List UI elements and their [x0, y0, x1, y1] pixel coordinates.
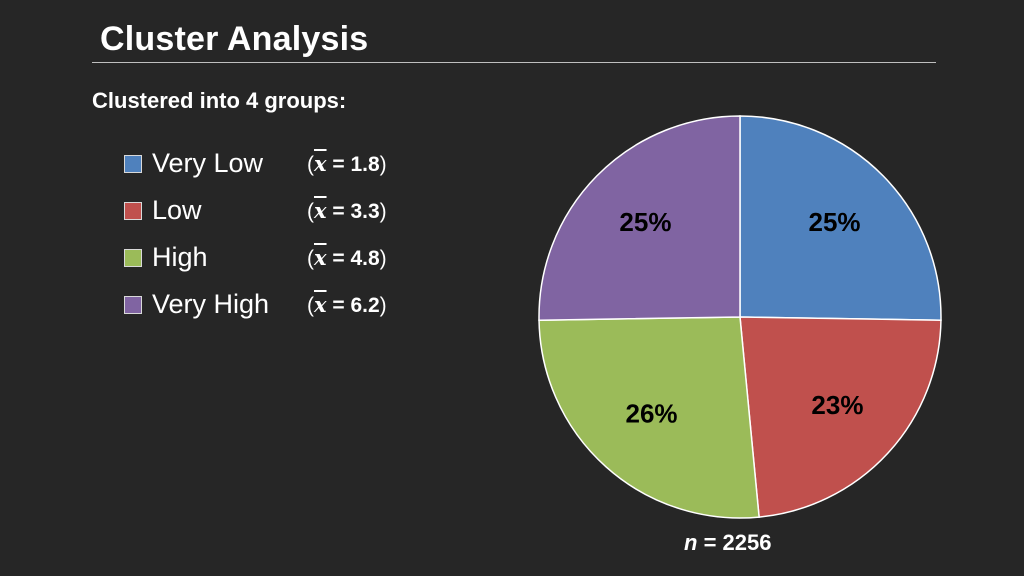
legend-swatch-very-high: [124, 295, 142, 314]
sample-size-note: n = 2256: [684, 530, 771, 556]
pie-slice-low: [739, 316, 942, 518]
pie-label-very-low: 25%: [809, 207, 861, 237]
legend-label-very-low: Very Low: [152, 148, 264, 178]
pie-slice-very-high: [538, 115, 741, 321]
legend-label-low: Low: [152, 195, 202, 225]
legend-item-very-high: Very High (x = 6.2): [124, 281, 387, 328]
legend: Very Low (x = 1.8) Low (x = 3.3) High (x…: [124, 140, 387, 328]
mean-symbol: x: [314, 291, 327, 317]
pie-slice-very-low: [739, 115, 942, 321]
pie-label-high: 26%: [626, 399, 678, 429]
legend-mean-very-low: (x = 1.8): [307, 150, 387, 176]
mean-symbol: x: [314, 244, 327, 270]
pie-label-very-high: 25%: [619, 207, 671, 237]
title-divider: [92, 62, 936, 63]
legend-item-low: Low (x = 3.3): [124, 187, 387, 234]
slide-subtitle: Clustered into 4 groups:: [92, 88, 347, 113]
legend-mean-value-very-low: = 1.8: [332, 152, 380, 176]
pie-slice-high: [538, 316, 760, 519]
pie-label-low: 23%: [811, 390, 863, 420]
legend-label-high: High: [152, 242, 208, 272]
legend-item-very-low: Very Low (x = 1.8): [124, 140, 387, 187]
legend-mean-high: (x = 4.8): [307, 244, 387, 270]
sample-size-symbol: n: [684, 530, 698, 555]
mean-symbol: x: [314, 150, 327, 176]
legend-mean-value-high: = 4.8: [332, 246, 380, 270]
legend-swatch-low: [124, 201, 142, 220]
legend-swatch-high: [124, 248, 142, 267]
legend-mean-value-low: = 3.3: [332, 199, 380, 223]
sample-size-value: = 2256: [697, 530, 772, 555]
legend-label-very-high: Very High: [152, 289, 270, 319]
legend-swatch-very-low: [124, 154, 142, 173]
mean-symbol: x: [314, 197, 327, 223]
legend-mean-value-very-high: = 6.2: [332, 293, 380, 317]
legend-mean-very-high: (x = 6.2): [307, 291, 387, 317]
slide-title: Cluster Analysis: [100, 20, 369, 58]
legend-item-high: High (x = 4.8): [124, 234, 387, 281]
legend-mean-low: (x = 3.3): [307, 197, 387, 223]
